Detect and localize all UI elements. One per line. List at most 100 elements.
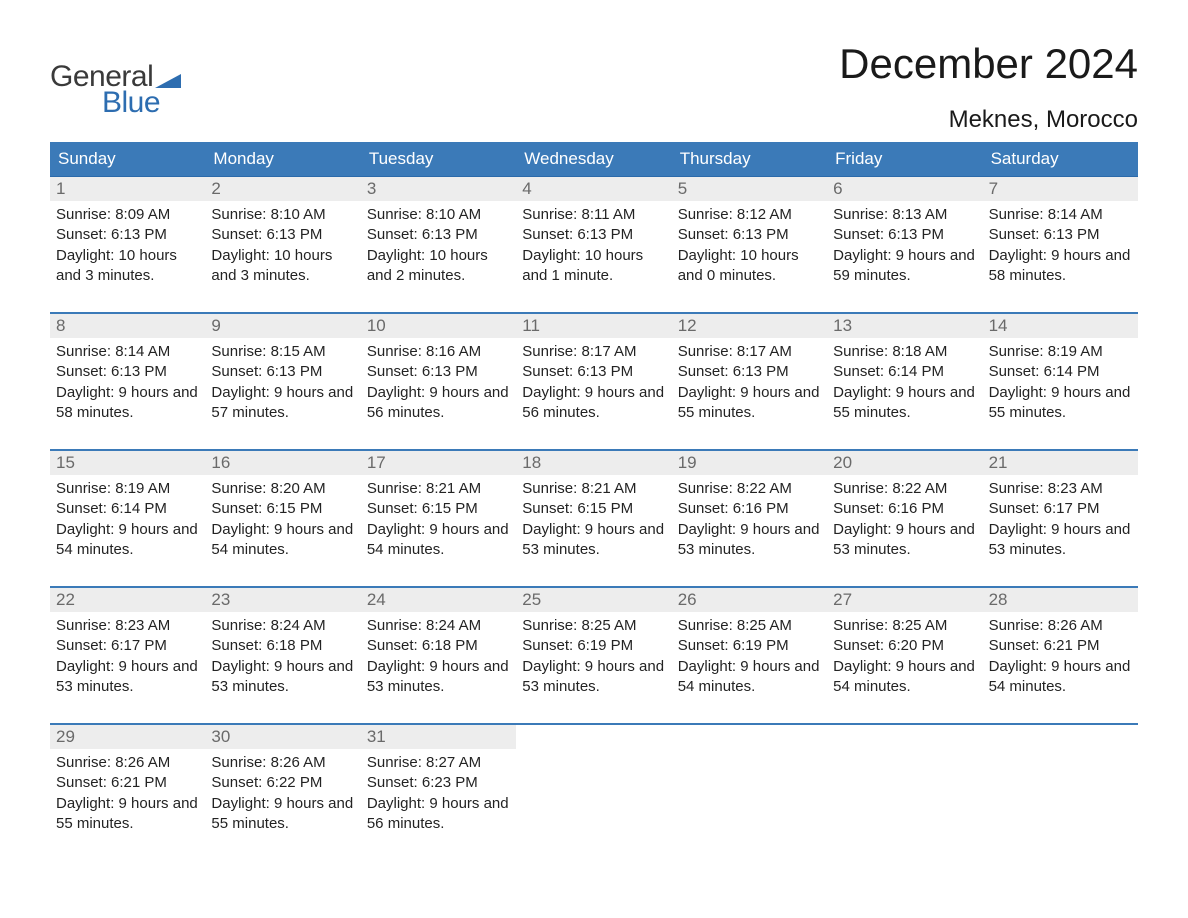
sunrise-line: Sunrise: 8:21 AM [367, 479, 510, 499]
header: General Blue December 2024 Meknes, Moroc… [50, 40, 1138, 134]
daylight-line: Daylight: 10 hours and 3 minutes. [56, 246, 199, 287]
day-cell [672, 725, 827, 840]
daylight-line: Daylight: 9 hours and 53 minutes. [833, 520, 976, 561]
day-cell: 12Sunrise: 8:17 AMSunset: 6:13 PMDayligh… [672, 314, 827, 429]
day-content: Sunrise: 8:22 AMSunset: 6:16 PMDaylight:… [827, 475, 982, 566]
daylight-line: Daylight: 9 hours and 54 minutes. [211, 520, 354, 561]
day-content: Sunrise: 8:21 AMSunset: 6:15 PMDaylight:… [361, 475, 516, 566]
day-cell: 17Sunrise: 8:21 AMSunset: 6:15 PMDayligh… [361, 451, 516, 566]
day-number: 26 [672, 588, 827, 612]
day-number: 9 [205, 314, 360, 338]
sunset-line: Sunset: 6:21 PM [989, 636, 1132, 656]
sunrise-line: Sunrise: 8:23 AM [56, 616, 199, 636]
sunset-line: Sunset: 6:17 PM [56, 636, 199, 656]
day-number: 30 [205, 725, 360, 749]
day-cell: 25Sunrise: 8:25 AMSunset: 6:19 PMDayligh… [516, 588, 671, 703]
daylight-line: Daylight: 9 hours and 54 minutes. [678, 657, 821, 698]
weekday-header: Sunday [50, 142, 205, 176]
sunrise-line: Sunrise: 8:14 AM [56, 342, 199, 362]
sunset-line: Sunset: 6:13 PM [522, 362, 665, 382]
day-content: Sunrise: 8:10 AMSunset: 6:13 PMDaylight:… [205, 201, 360, 292]
daylight-line: Daylight: 9 hours and 53 minutes. [678, 520, 821, 561]
day-cell: 11 Sunrise: 8:17 AMSunset: 6:13 PMDayligh… [516, 314, 671, 429]
weekday-header: Wednesday [516, 142, 671, 176]
sunrise-line: Sunrise: 8:15 AM [211, 342, 354, 362]
week-row: 15Sunrise: 8:19 AMSunset: 6:14 PMDayligh… [50, 449, 1138, 566]
day-content: Sunrise: 8:26 AMSunset: 6:21 PMDaylight:… [50, 749, 205, 840]
sunrise-line: Sunrise: 8:20 AM [211, 479, 354, 499]
daylight-line: Daylight: 9 hours and 59 minutes. [833, 246, 976, 287]
day-cell: 8Sunrise: 8:14 AMSunset: 6:13 PMDaylight… [50, 314, 205, 429]
day-number: 24 [361, 588, 516, 612]
day-content: Sunrise: 8:13 AMSunset: 6:13 PMDaylight:… [827, 201, 982, 292]
daylight-line: Daylight: 9 hours and 53 minutes. [522, 520, 665, 561]
day-content: Sunrise: 8:23 AMSunset: 6:17 PMDaylight:… [50, 612, 205, 703]
day-cell: 18Sunrise: 8:21 AMSunset: 6:15 PMDayligh… [516, 451, 671, 566]
day-content: Sunrise: 8:23 AMSunset: 6:17 PMDaylight:… [983, 475, 1138, 566]
day-cell: 23Sunrise: 8:24 AMSunset: 6:18 PMDayligh… [205, 588, 360, 703]
sunrise-line: Sunrise: 8:19 AM [989, 342, 1132, 362]
sunrise-line: Sunrise: 8:10 AM [367, 205, 510, 225]
sunset-line: Sunset: 6:18 PM [367, 636, 510, 656]
sunrise-line: Sunrise: 8:14 AM [989, 205, 1132, 225]
day-content: Sunrise: 8:25 AMSunset: 6:19 PMDaylight:… [516, 612, 671, 703]
day-cell: 6Sunrise: 8:13 AMSunset: 6:13 PMDaylight… [827, 177, 982, 292]
day-content: Sunrise: 8:09 AMSunset: 6:13 PMDaylight:… [50, 201, 205, 292]
daylight-line: Daylight: 9 hours and 53 minutes. [522, 657, 665, 698]
sunset-line: Sunset: 6:13 PM [522, 225, 665, 245]
sunset-line: Sunset: 6:13 PM [211, 225, 354, 245]
day-number: 3 [361, 177, 516, 201]
calendar: SundayMondayTuesdayWednesdayThursdayFrid… [50, 142, 1138, 840]
sunset-line: Sunset: 6:13 PM [367, 362, 510, 382]
day-cell: 7Sunrise: 8:14 AMSunset: 6:13 PMDaylight… [983, 177, 1138, 292]
day-number: 13 [827, 314, 982, 338]
weekday-header: Friday [827, 142, 982, 176]
day-number: 17 [361, 451, 516, 475]
day-content: Sunrise: 8:19 AMSunset: 6:14 PMDaylight:… [50, 475, 205, 566]
daylight-line: Daylight: 9 hours and 55 minutes. [56, 794, 199, 835]
sunrise-line: Sunrise: 8:24 AM [367, 616, 510, 636]
sunrise-line: Sunrise: 8:25 AM [833, 616, 976, 636]
daylight-line: Daylight: 9 hours and 53 minutes. [989, 520, 1132, 561]
day-number: 7 [983, 177, 1138, 201]
day-number: 11 [516, 314, 671, 338]
day-number: 12 [672, 314, 827, 338]
weekday-header: Saturday [983, 142, 1138, 176]
day-cell: 16Sunrise: 8:20 AMSunset: 6:15 PMDayligh… [205, 451, 360, 566]
sunrise-line: Sunrise: 8:25 AM [522, 616, 665, 636]
day-cell: 9Sunrise: 8:15 AMSunset: 6:13 PMDaylight… [205, 314, 360, 429]
day-number: 20 [827, 451, 982, 475]
daylight-line: Daylight: 9 hours and 55 minutes. [211, 794, 354, 835]
sunset-line: Sunset: 6:15 PM [211, 499, 354, 519]
month-title: December 2024 [839, 40, 1138, 88]
day-content: Sunrise: 8:17 AMSunset: 6:13 PMDaylight:… [672, 338, 827, 429]
day-content: Sunrise: 8:14 AMSunset: 6:13 PMDaylight:… [983, 201, 1138, 292]
day-content: Sunrise: 8:15 AMSunset: 6:13 PMDaylight:… [205, 338, 360, 429]
day-cell: 10Sunrise: 8:16 AMSunset: 6:13 PMDayligh… [361, 314, 516, 429]
day-cell: 28Sunrise: 8:26 AMSunset: 6:21 PMDayligh… [983, 588, 1138, 703]
sunrise-line: Sunrise: 8:23 AM [989, 479, 1132, 499]
sunset-line: Sunset: 6:15 PM [367, 499, 510, 519]
title-block: December 2024 Meknes, Morocco [839, 40, 1138, 134]
day-content: Sunrise: 8:21 AMSunset: 6:15 PMDaylight:… [516, 475, 671, 566]
sunrise-line: Sunrise: 8:10 AM [211, 205, 354, 225]
day-number: 25 [516, 588, 671, 612]
weekday-header: Thursday [672, 142, 827, 176]
sunset-line: Sunset: 6:16 PM [678, 499, 821, 519]
day-number: 15 [50, 451, 205, 475]
daylight-line: Daylight: 9 hours and 53 minutes. [56, 657, 199, 698]
daylight-line: Daylight: 9 hours and 56 minutes. [367, 383, 510, 424]
daylight-line: Daylight: 10 hours and 1 minute. [522, 246, 665, 287]
daylight-line: Daylight: 9 hours and 54 minutes. [56, 520, 199, 561]
daylight-line: Daylight: 9 hours and 55 minutes. [833, 383, 976, 424]
day-cell: 19Sunrise: 8:22 AMSunset: 6:16 PMDayligh… [672, 451, 827, 566]
sunrise-line: Sunrise: 8:17 AM [522, 342, 665, 362]
day-cell: 29Sunrise: 8:26 AMSunset: 6:21 PMDayligh… [50, 725, 205, 840]
daylight-line: Daylight: 9 hours and 57 minutes. [211, 383, 354, 424]
daylight-line: Daylight: 9 hours and 56 minutes. [522, 383, 665, 424]
day-cell [827, 725, 982, 840]
day-number: 31 [361, 725, 516, 749]
sunset-line: Sunset: 6:19 PM [522, 636, 665, 656]
day-number: 21 [983, 451, 1138, 475]
day-content: Sunrise: 8:24 AMSunset: 6:18 PMDaylight:… [205, 612, 360, 703]
